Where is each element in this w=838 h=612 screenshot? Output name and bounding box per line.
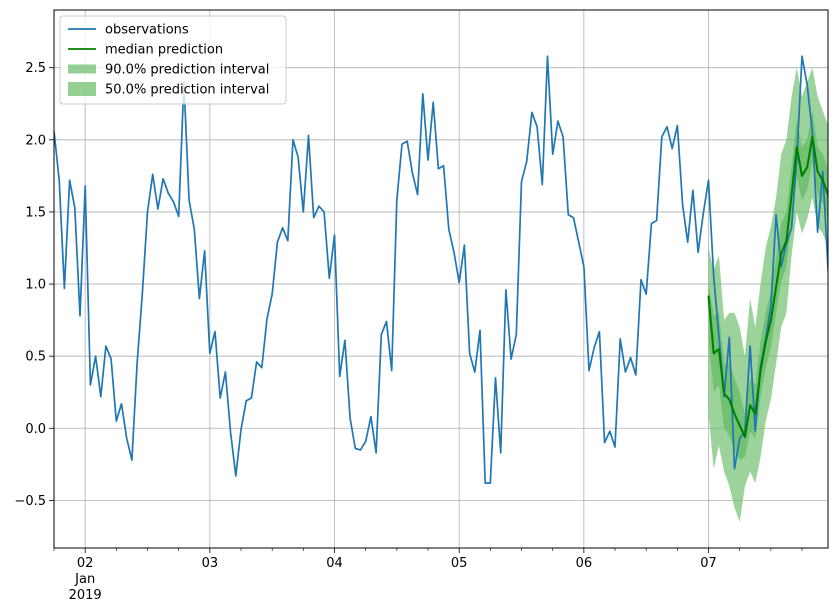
x-tick-label: 07 — [700, 556, 717, 571]
y-tick-label: 1.5 — [25, 205, 46, 220]
legend-label: median prediction — [105, 43, 223, 58]
y-tick-label: 1.0 — [25, 278, 46, 293]
x-sublabel: Jan — [74, 572, 95, 587]
legend: observations median prediction 90.0% predi… — [59, 15, 287, 105]
x-tick-label: 02 — [77, 556, 94, 571]
x-tick-label: 04 — [326, 556, 343, 571]
y-tick-label: 2.0 — [25, 133, 46, 148]
grid — [54, 10, 828, 548]
legend-swatch-band — [68, 64, 96, 74]
legend-box — [59, 15, 287, 105]
legend-label: observations — [105, 23, 189, 38]
band-50-interval — [708, 111, 828, 460]
plot-frame — [53, 9, 829, 549]
y-tick-label: 0.0 — [25, 422, 46, 437]
x-tick-label: 03 — [202, 556, 219, 571]
y-axis: −0.5 0.0 0.5 1.0 1.5 2.0 2.5 — [14, 61, 54, 509]
x-tick-label: 05 — [451, 556, 468, 571]
x-sublabel: 2019 — [69, 588, 102, 603]
y-tick-label: 0.5 — [25, 350, 46, 365]
median-prediction-line — [707, 135, 828, 438]
legend-label: 50.0% prediction interval — [105, 83, 269, 98]
legend-swatch-band — [68, 82, 96, 96]
y-tick-label: −0.5 — [14, 494, 46, 509]
x-tick-label: 06 — [576, 556, 593, 571]
y-tick-label: 2.5 — [25, 61, 46, 76]
prediction-bands — [708, 67, 828, 522]
legend-label: 90.0% prediction interval — [105, 63, 269, 78]
